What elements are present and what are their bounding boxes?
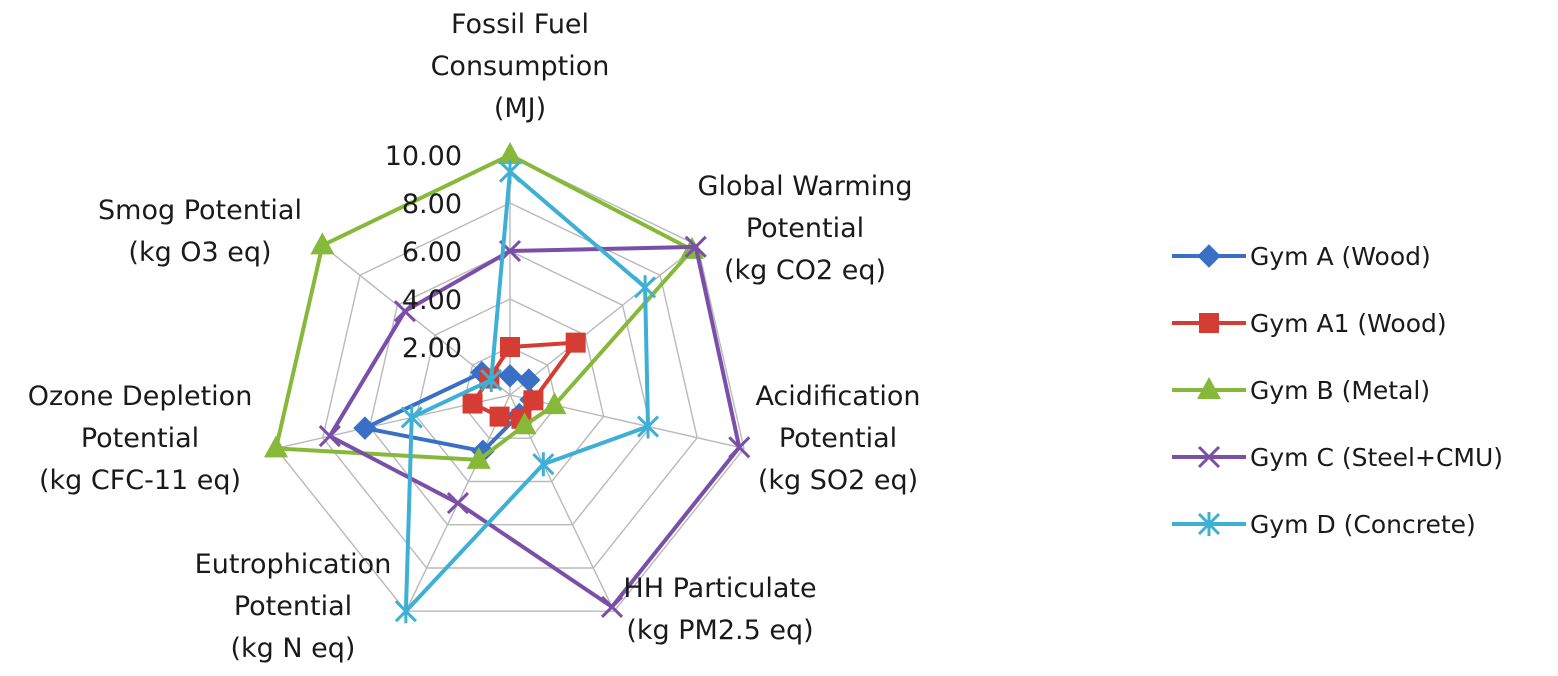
legend-item: Gym A (Wood) bbox=[1172, 242, 1431, 271]
data-point bbox=[600, 595, 624, 618]
axis-labels: Fossil Fuel Consumption (MJ) Global Warming… bbox=[28, 9, 921, 664]
legend-label: Gym D (Concrete) bbox=[1250, 510, 1476, 539]
axis-label-2: Global Warming Potential (kg CO2 eq) bbox=[698, 171, 913, 286]
legend-item: Gym A1 (Wood) bbox=[1172, 309, 1447, 338]
data-point bbox=[394, 599, 417, 624]
series-3 bbox=[264, 142, 705, 469]
grid-ring-2 bbox=[415, 298, 605, 483]
axis-label-5: Eutrophication Potential (kg N eq) bbox=[195, 549, 392, 664]
data-point bbox=[393, 300, 416, 323]
series-line bbox=[327, 244, 742, 609]
data-point bbox=[542, 392, 567, 415]
data-point bbox=[462, 393, 483, 414]
legend-marker bbox=[1197, 445, 1221, 469]
data-point bbox=[728, 436, 751, 459]
grid-ring-4 bbox=[322, 202, 698, 569]
data-point bbox=[512, 412, 537, 435]
legend-label: Gym B (Metal) bbox=[1250, 376, 1430, 405]
legend-marker bbox=[1197, 244, 1221, 268]
tick-label: 8.00 bbox=[402, 189, 462, 220]
axis-label-4: HH Particulate (kg PM2.5 eq) bbox=[623, 573, 816, 646]
tick-labels: 2.00 4.00 6.00 8.00 10.00 bbox=[385, 141, 462, 364]
legend-item: Gym B (Metal) bbox=[1172, 376, 1430, 405]
tick-label: 4.00 bbox=[402, 285, 462, 316]
data-point bbox=[517, 368, 541, 392]
data-point bbox=[684, 235, 707, 258]
axis-label-7: Smog Potential (kg O3 eq) bbox=[98, 195, 302, 268]
legend-item: Gym C (Steel+CMU) bbox=[1172, 443, 1503, 472]
data-point bbox=[400, 405, 423, 430]
data-point bbox=[264, 435, 289, 458]
legend-label: Gym A (Wood) bbox=[1250, 242, 1431, 271]
data-point bbox=[480, 368, 503, 393]
data-point bbox=[466, 446, 491, 469]
tick-label: 2.00 bbox=[402, 333, 462, 364]
data-point bbox=[353, 416, 377, 440]
data-point bbox=[500, 337, 520, 357]
axis-label-6: Ozone Depletion Potential (kg CFC-11 eq) bbox=[28, 381, 253, 496]
data-point bbox=[310, 232, 335, 255]
legend: Gym A (Wood) Gym A1 (Wood) Gym B (Metal) Gy… bbox=[1172, 242, 1503, 539]
legend-marker bbox=[1197, 377, 1221, 399]
series-line bbox=[274, 153, 694, 462]
data-point bbox=[565, 332, 586, 353]
axis-label-3: Acidification Potential (kg SO2 eq) bbox=[755, 381, 920, 496]
legend-label: Gym C (Steel+CMU) bbox=[1250, 443, 1503, 472]
tick-label: 6.00 bbox=[402, 237, 462, 268]
legend-marker bbox=[1199, 313, 1219, 333]
data-point bbox=[489, 406, 510, 427]
series-5 bbox=[394, 159, 660, 624]
legend-label: Gym A1 (Wood) bbox=[1250, 309, 1447, 338]
legend-marker bbox=[1197, 512, 1221, 536]
series-line bbox=[403, 169, 650, 614]
data-point bbox=[523, 390, 544, 411]
spoke-2 bbox=[509, 244, 699, 396]
data-point bbox=[634, 275, 657, 300]
data-point bbox=[498, 159, 522, 184]
data-point bbox=[532, 452, 555, 477]
axis-label-1: Fossil Fuel Consumption (MJ) bbox=[431, 9, 610, 124]
data-point bbox=[318, 425, 341, 448]
series-layer bbox=[264, 142, 751, 624]
spoke-3 bbox=[509, 394, 745, 450]
data-point bbox=[446, 492, 469, 515]
data-point bbox=[498, 364, 522, 388]
data-point bbox=[498, 142, 522, 164]
legend-item: Gym D (Concrete) bbox=[1172, 510, 1476, 539]
series-4 bbox=[318, 235, 751, 618]
tick-label: 10.00 bbox=[385, 141, 462, 172]
data-point bbox=[636, 414, 660, 439]
